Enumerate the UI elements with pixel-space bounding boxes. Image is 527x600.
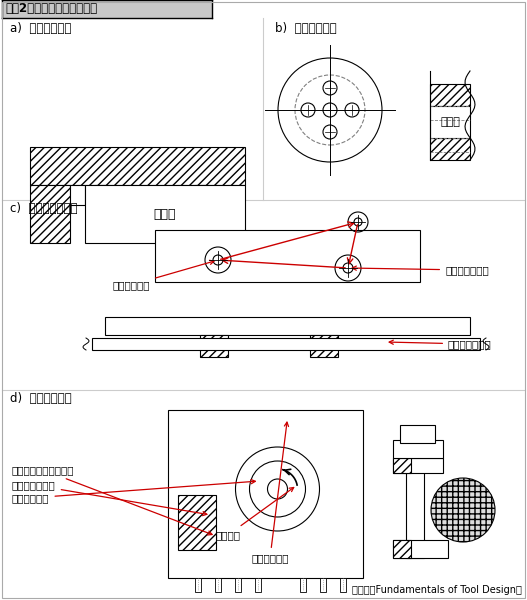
Text: b)  同芯位置決め: b) 同芯位置決め: [275, 22, 337, 35]
Circle shape: [431, 478, 495, 542]
Text: 放射状位置決め: 放射状位置決め: [12, 480, 207, 515]
Bar: [195, 578, 201, 592]
Bar: [393, 458, 411, 473]
Text: 同芯位置決め: 同芯位置決め: [112, 260, 214, 290]
Bar: [255, 578, 261, 592]
Bar: [430, 106, 470, 138]
Bar: [340, 578, 346, 592]
Bar: [393, 540, 448, 558]
Text: 放射状位置決め: 放射状位置決め: [352, 265, 489, 275]
Bar: [85, 185, 245, 243]
Text: （出典：Fundamentals of Tool Design）: （出典：Fundamentals of Tool Design）: [352, 585, 522, 595]
Bar: [406, 458, 424, 558]
Text: 【図2】位置決めの分類事例: 【図2】位置決めの分類事例: [5, 2, 97, 16]
Bar: [178, 495, 216, 550]
Text: 同芯位置決め: 同芯位置決め: [12, 479, 256, 503]
Bar: [300, 578, 306, 592]
Bar: [393, 540, 411, 558]
Bar: [30, 147, 245, 185]
Bar: [310, 335, 338, 357]
Text: ワーク: ワーク: [440, 117, 460, 127]
Text: d)  混合位置決め: d) 混合位置決め: [10, 392, 72, 405]
Bar: [168, 410, 363, 578]
Text: a)  平面位置決め: a) 平面位置決め: [10, 22, 71, 35]
Bar: [70, 185, 85, 205]
Text: 位置決めツール: 位置決めツール: [389, 339, 492, 349]
Bar: [95, 185, 109, 201]
Bar: [105, 317, 470, 335]
Text: 回転方向: 回転方向: [216, 487, 294, 540]
Bar: [155, 230, 420, 282]
Text: c)  放射状位置決め: c) 放射状位置決め: [10, 202, 77, 215]
Bar: [92, 338, 480, 350]
Bar: [215, 578, 221, 592]
Bar: [195, 185, 209, 201]
Bar: [30, 185, 70, 243]
Bar: [430, 84, 470, 106]
Text: ワーク: ワーク: [154, 208, 176, 220]
Bar: [393, 458, 443, 473]
Bar: [235, 578, 241, 592]
Bar: [393, 440, 443, 458]
Bar: [400, 425, 435, 443]
Bar: [2, 0, 212, 18]
Bar: [200, 335, 228, 357]
Bar: [320, 578, 326, 592]
Text: 平面位置決め: 平面位置決め: [251, 422, 289, 563]
Text: スプリングプランジャ: スプリングプランジャ: [12, 465, 212, 535]
Bar: [430, 138, 470, 160]
